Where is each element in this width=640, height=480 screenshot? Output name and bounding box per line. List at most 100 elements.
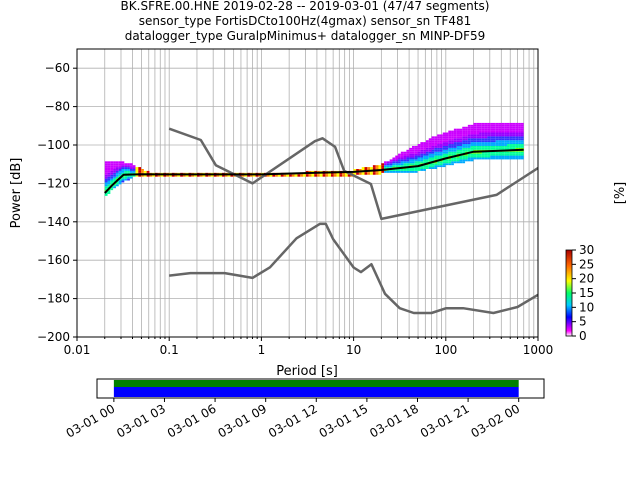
psd-density-cell [484,132,488,135]
psd-density-cell [118,165,122,168]
psd-density-cell [104,169,108,171]
psd-density-cell [439,161,443,164]
psd-density-cell [375,172,379,175]
psd-density-cell [448,147,452,150]
psd-density-cell [191,174,195,177]
psd-density-cell [509,132,513,135]
psd-density-cell [395,165,399,168]
psd-density-cell [512,157,516,160]
psd-density-cell [113,184,116,187]
psd-density-cell [445,161,449,164]
psd-density-cell [476,155,480,158]
psd-density-cell [459,136,463,139]
psd-density-cell [518,147,521,150]
psd-density-cell [124,170,128,173]
psd-density-cell [113,172,116,175]
psd-density-cell [501,126,505,129]
psd-density-cell [431,167,435,169]
psd-density-cell [121,165,125,168]
psd-density-cell [431,142,435,145]
psd-density-cell [451,136,454,139]
psd-density-cell [456,134,460,137]
psd-density-cell [459,144,463,146]
psd-density-cell [453,130,457,133]
psd-density-cell [216,174,220,177]
psd-density-cell [330,174,334,177]
psd-density-cell [465,140,468,143]
psd-density-cell [453,136,457,139]
psd-density-cell [124,178,128,181]
psd-density-cell [479,128,482,131]
psd-density-cell [138,174,142,177]
psd-density-cell [462,142,466,145]
psd-density-cell [294,174,298,177]
y-tick-label: −80 [45,100,70,114]
psd-density-cell [459,159,463,162]
psd-density-cell [420,169,424,171]
psd-density-cell [442,155,446,158]
colorbar-tick-label: 10 [579,300,594,314]
psd-density-cell [174,174,178,177]
psd-density-cell [512,144,516,146]
psd-density-cell [495,136,499,139]
psd-density-cell [423,169,426,171]
psd-density-cell [425,159,429,162]
psd-density-cell [425,167,429,169]
psd-density-cell [115,182,119,185]
psd-density-cell [104,163,108,166]
psd-density-cell [395,155,399,158]
psd-density-cell [484,153,488,156]
psd-density-cell [129,167,133,169]
psd-density-cell [434,155,438,158]
psd-density-cell [445,145,449,148]
psd-density-cell [506,134,510,137]
psd-density-cell [121,161,125,164]
psd-density-cell [434,149,438,152]
psd-density-cell [138,169,142,171]
psd-density-cell [210,174,214,177]
psd-density-cell [518,132,521,135]
psd-density-cell [462,145,466,148]
psd-density-cell [428,151,432,154]
psd-density-cell [428,157,432,160]
psd-density-cell [453,132,457,135]
psd-density-cell [104,193,108,196]
psd-density-cell [459,134,463,137]
psd-density-cell [479,122,482,125]
psd-density-cell [467,142,471,145]
psd-density-cell [411,147,415,150]
psd-density-cell [476,157,480,160]
psd-density-cell [492,140,496,143]
psd-density-cell [498,126,502,129]
psd-density-cell [504,144,507,146]
psd-density-cell [437,140,440,143]
psd-density-cell [484,151,488,154]
psd-density-cell [121,176,125,179]
psd-density-cell [381,163,385,166]
psd-density-cell [188,174,192,177]
psd-density-cell [470,147,474,150]
psd-density-cell [470,145,474,148]
psd-density-cell [227,174,231,177]
psd-density-cell [476,145,480,148]
psd-density-cell [479,124,482,127]
psd-density-cell [417,161,421,164]
psd-density-cell [501,151,505,154]
psd-density-cell [361,172,365,175]
psd-density-cell [448,138,452,141]
psd-density-cell [476,136,480,139]
psd-density-cell [492,155,496,158]
psd-density-cell [428,142,432,145]
psd-density-cell [504,134,507,137]
psd-density-cell [107,180,111,183]
psd-density-cell [509,134,513,137]
colorbar-tick-label: 25 [579,257,594,271]
psd-density-cell [113,163,116,166]
psd-density-cell [428,140,432,143]
psd-density-cell [487,153,491,156]
psd-density-cell [476,138,480,141]
psd-density-cell [492,151,496,154]
psd-density-cell [208,174,211,177]
y-tick-label: −180 [37,292,70,306]
psd-density-cell [518,122,521,125]
